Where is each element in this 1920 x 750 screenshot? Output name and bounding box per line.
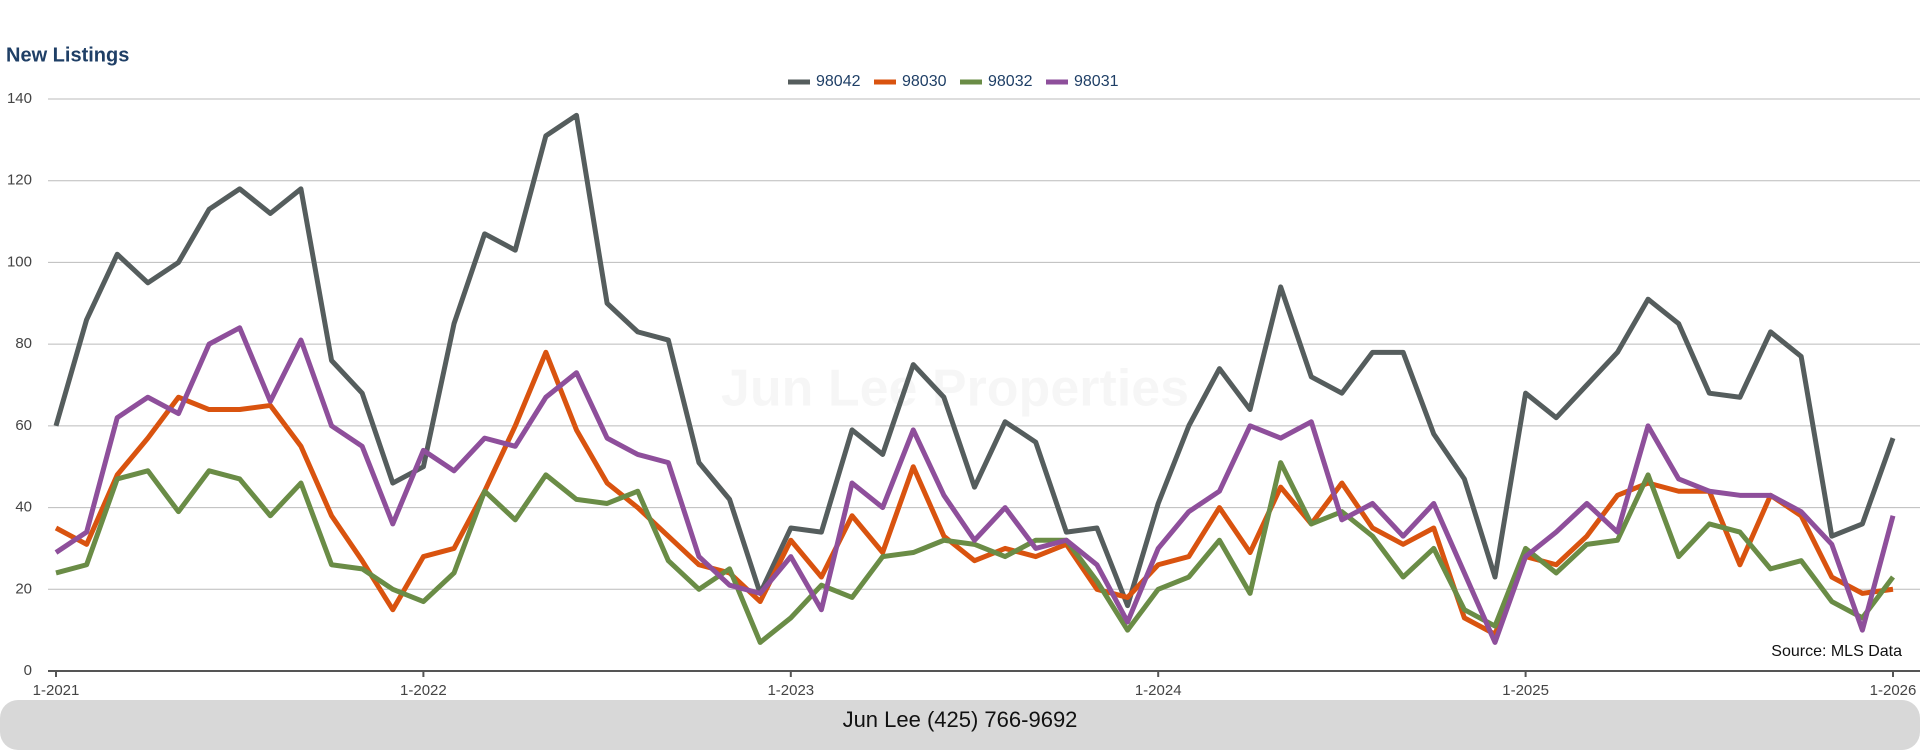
footer-band [0, 700, 1920, 750]
legend-label: 98030 [902, 73, 947, 90]
x-tick-label: 1-2026 [1870, 682, 1917, 699]
y-tick-label: 100 [7, 253, 32, 270]
y-tick-label: 20 [15, 580, 32, 597]
legend-label: 98032 [988, 73, 1033, 90]
x-tick-label: 1-2025 [1502, 682, 1549, 699]
y-tick-label: 80 [15, 335, 32, 352]
y-tick-label: 60 [15, 417, 32, 434]
x-tick-label: 1-2024 [1135, 682, 1182, 699]
source-note: Source: MLS Data [1771, 643, 1902, 660]
series-line [54, 325, 1896, 645]
series-line [53, 112, 1896, 609]
legend-label: 98031 [1074, 73, 1119, 90]
series-line [54, 349, 1894, 637]
watermark: Jun Lee Properties [721, 360, 1189, 418]
y-tick-label: 120 [7, 172, 32, 189]
x-tick-label: 1-2021 [33, 682, 80, 699]
y-tick-label: 140 [7, 90, 32, 107]
y-tick-label: 0 [24, 662, 32, 679]
footer-contact: Jun Lee (425) 766-9692 [843, 707, 1078, 732]
y-tick-label: 40 [15, 499, 32, 516]
x-tick-label: 1-2022 [400, 682, 447, 699]
x-tick-label: 1-2023 [767, 682, 814, 699]
legend-label: 98042 [816, 73, 861, 90]
series-line [55, 460, 1896, 645]
chart-title: New Listings [6, 44, 129, 66]
